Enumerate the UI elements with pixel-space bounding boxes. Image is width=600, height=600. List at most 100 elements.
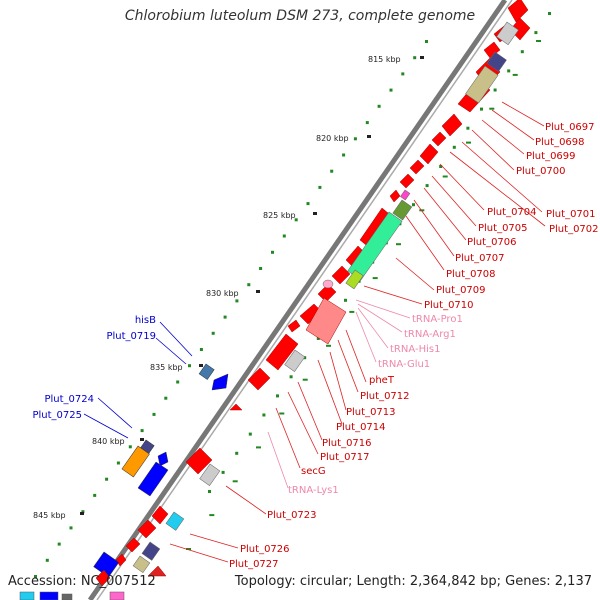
gc-tick bbox=[45, 558, 49, 562]
gene-label: Plut_0713 bbox=[346, 407, 396, 418]
gc-tick bbox=[282, 234, 286, 238]
gene-labels-left[interactable]: hisB Plut_0719 Plut_0724 Plut_0725 bbox=[32, 315, 156, 421]
gc-tick bbox=[176, 380, 180, 384]
gene-label: Plut_0710 bbox=[424, 300, 474, 311]
gc-tick bbox=[401, 72, 405, 76]
gc-tick bbox=[330, 169, 334, 173]
accession-text: Accession: NC_007512 bbox=[8, 574, 156, 589]
gc-tick bbox=[209, 514, 215, 517]
gene-label: Plut_0700 bbox=[516, 166, 566, 177]
genome-summary: Topology: circular; Length: 2,364,842 bp… bbox=[234, 574, 592, 589]
gc-tick bbox=[512, 73, 518, 76]
gc-tick bbox=[365, 121, 369, 125]
gc-tick bbox=[235, 299, 239, 303]
gc-tick bbox=[425, 184, 429, 188]
gc-tick bbox=[116, 461, 120, 465]
gc-tick bbox=[389, 88, 393, 92]
reverse-strand-genes[interactable] bbox=[93, 363, 229, 587]
gc-tick bbox=[276, 394, 279, 398]
gc-tick bbox=[536, 40, 541, 42]
gc-tick bbox=[186, 548, 191, 550]
gene-label: Plut_0719 bbox=[106, 331, 156, 342]
gc-tick bbox=[480, 107, 483, 111]
gc-tick bbox=[302, 378, 308, 381]
feature-blocks[interactable] bbox=[132, 21, 519, 574]
map-title: Chlorobium luteolum DSM 273, complete ge… bbox=[124, 8, 476, 24]
gene-label: Plut_0697 bbox=[545, 122, 595, 133]
gc-tick bbox=[34, 575, 37, 578]
gc-tick bbox=[294, 218, 298, 222]
ruler-label: 845 kbp bbox=[33, 511, 66, 520]
gc-tick bbox=[69, 526, 73, 530]
gc-tick bbox=[413, 56, 417, 60]
gc-tick bbox=[534, 31, 538, 35]
gc-tick bbox=[439, 165, 443, 168]
gc-tick bbox=[466, 126, 470, 130]
ruler-label: 840 kbp bbox=[92, 437, 125, 446]
gc-tick bbox=[271, 250, 274, 254]
gene-label: Plut_0716 bbox=[322, 438, 372, 449]
gene-label: Plut_0704 bbox=[487, 207, 537, 218]
gc-tick bbox=[256, 446, 261, 449]
ruler-label: 830 kbp bbox=[206, 289, 239, 298]
ruler: 815 kbp 820 kbp 825 kbp 830 kbp 835 kbp … bbox=[33, 55, 424, 520]
gene-labels-right[interactable]: Plut_0697 Plut_0698 Plut_0699 Plut_0700 … bbox=[229, 122, 599, 570]
gene-label: Plut_0714 bbox=[336, 422, 386, 433]
rna-label: tRNA-Pro1 bbox=[412, 314, 463, 325]
gc-tick bbox=[442, 175, 448, 178]
gc-tick bbox=[221, 470, 225, 474]
rna-label: tRNA-His1 bbox=[390, 344, 440, 355]
gene-label: Plut_0705 bbox=[478, 223, 528, 234]
gene-label: Plut_0712 bbox=[360, 391, 410, 402]
gc-tick bbox=[289, 375, 293, 379]
ruler-label: 825 kbp bbox=[263, 211, 296, 220]
gc-tick bbox=[211, 331, 215, 335]
gc-tick bbox=[342, 153, 346, 157]
gene-label: Plut_0723 bbox=[267, 510, 317, 521]
gc-tick bbox=[344, 298, 347, 302]
gc-tick bbox=[396, 243, 401, 246]
gc-tick bbox=[306, 202, 310, 206]
rna-label: tRNA-Glu1 bbox=[378, 359, 430, 370]
genome-backbone bbox=[87, 0, 513, 600]
gene-label: Plut_0727 bbox=[229, 559, 279, 570]
gene-label: pheT bbox=[369, 375, 395, 386]
gene-label: Plut_0699 bbox=[526, 151, 576, 162]
gene-label: Plut_0701 bbox=[546, 209, 596, 220]
gc-tick bbox=[520, 50, 524, 54]
gc-tick bbox=[188, 364, 191, 368]
gc-tick bbox=[57, 542, 61, 546]
gene-label: Plut_0709 bbox=[436, 285, 486, 296]
gc-tick bbox=[93, 493, 97, 497]
gene-label: Plut_0724 bbox=[44, 394, 94, 405]
gc-tick bbox=[248, 432, 252, 436]
gc-tick bbox=[140, 429, 144, 433]
gene-label: Plut_0717 bbox=[320, 452, 370, 463]
gc-tick bbox=[353, 137, 357, 141]
gc-tick bbox=[208, 490, 211, 493]
gc-tick bbox=[262, 413, 266, 417]
forward-strand-genes[interactable] bbox=[115, 0, 529, 567]
gene-label: Plut_0726 bbox=[240, 544, 290, 555]
ruler-label: 820 kbp bbox=[316, 134, 349, 143]
gc-tick bbox=[152, 412, 156, 416]
gc-tick bbox=[318, 185, 322, 189]
gene-label: Plut_0725 bbox=[32, 410, 82, 421]
gc-tick bbox=[259, 267, 263, 270]
gc-tick bbox=[489, 107, 495, 110]
gene-label: Plut_0698 bbox=[535, 137, 585, 148]
gc-tick bbox=[128, 445, 132, 449]
gc-tick bbox=[232, 480, 238, 483]
gene-label: secG bbox=[301, 466, 326, 477]
gc-tick bbox=[493, 88, 497, 92]
gc-tick bbox=[349, 310, 355, 313]
ruler-label: 815 kbp bbox=[368, 55, 401, 64]
rna-label: tRNA-Arg1 bbox=[404, 329, 456, 340]
gc-tick bbox=[548, 12, 551, 15]
gc-tick bbox=[412, 203, 415, 207]
gc-tick bbox=[235, 451, 239, 455]
gc-tick bbox=[372, 277, 378, 280]
gene-label: Plut_0708 bbox=[446, 269, 496, 280]
gc-tick bbox=[223, 315, 227, 319]
